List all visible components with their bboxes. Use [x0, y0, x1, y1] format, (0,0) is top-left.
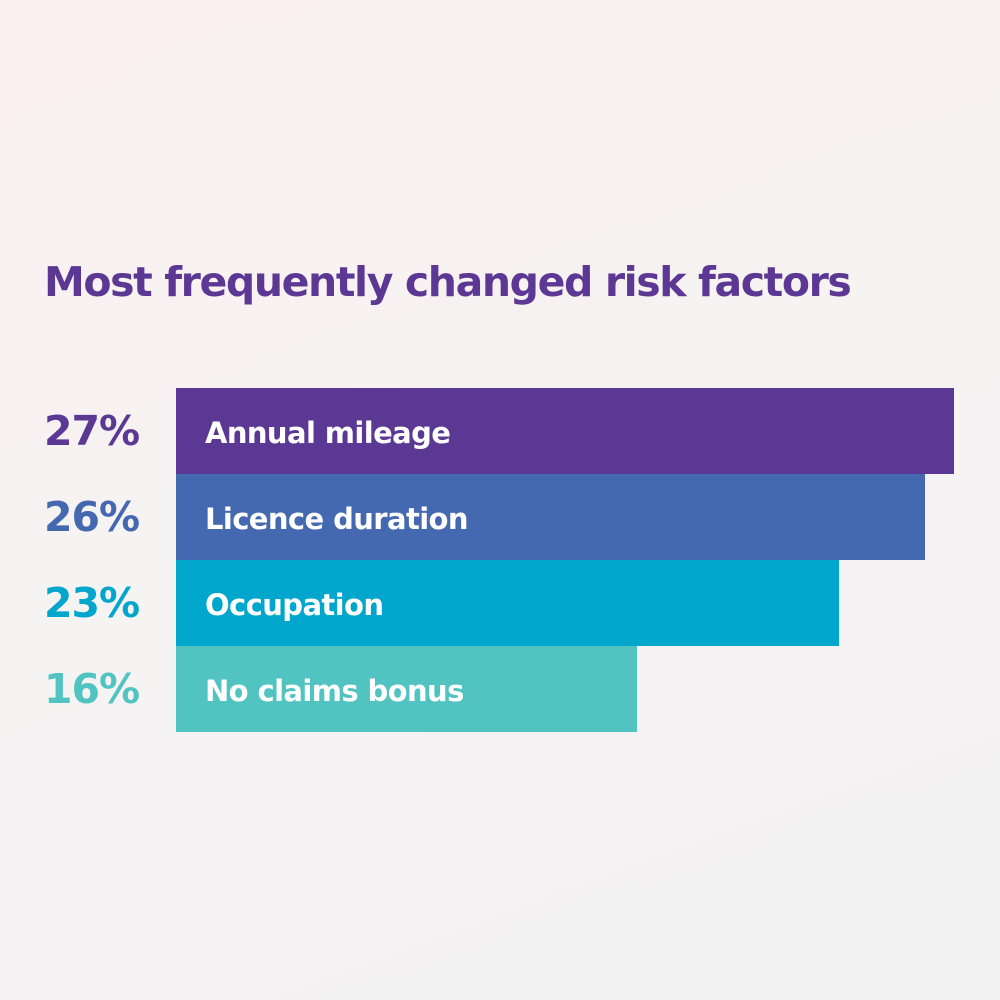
bar — [176, 388, 954, 474]
bar-category-label: No claims bonus — [205, 674, 464, 708]
bar-row: 16% No claims bonus — [0, 646, 1000, 732]
bar-value-label: 26% — [44, 493, 140, 541]
bar-row: 26% Licence duration — [0, 474, 1000, 560]
bar-category-label: Annual mileage — [205, 416, 451, 450]
bar — [176, 474, 925, 560]
bar-category-label: Occupation — [205, 588, 384, 622]
bar-value-label: 16% — [44, 665, 140, 713]
chart-title: Most frequently changed risk factors — [44, 258, 852, 306]
bar — [176, 560, 839, 646]
bar-value-label: 23% — [44, 579, 140, 627]
bar-row: 27% Annual mileage — [0, 388, 1000, 474]
bar-category-label: Licence duration — [205, 502, 469, 536]
bar — [176, 646, 637, 732]
bar-row: 23% Occupation — [0, 560, 1000, 646]
bar-value-label: 27% — [44, 407, 140, 455]
